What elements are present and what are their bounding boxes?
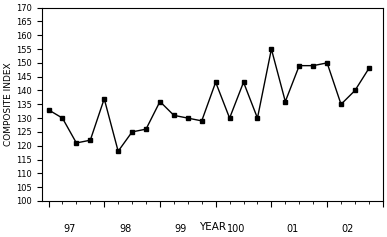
Text: 99: 99 xyxy=(175,224,187,234)
Y-axis label: COMPOSITE INDEX: COMPOSITE INDEX xyxy=(4,63,13,146)
Text: 97: 97 xyxy=(63,224,75,234)
Text: 01: 01 xyxy=(286,224,298,234)
Text: 02: 02 xyxy=(342,224,354,234)
Text: 100: 100 xyxy=(228,224,246,234)
X-axis label: YEAR: YEAR xyxy=(199,223,226,232)
Text: 98: 98 xyxy=(119,224,131,234)
